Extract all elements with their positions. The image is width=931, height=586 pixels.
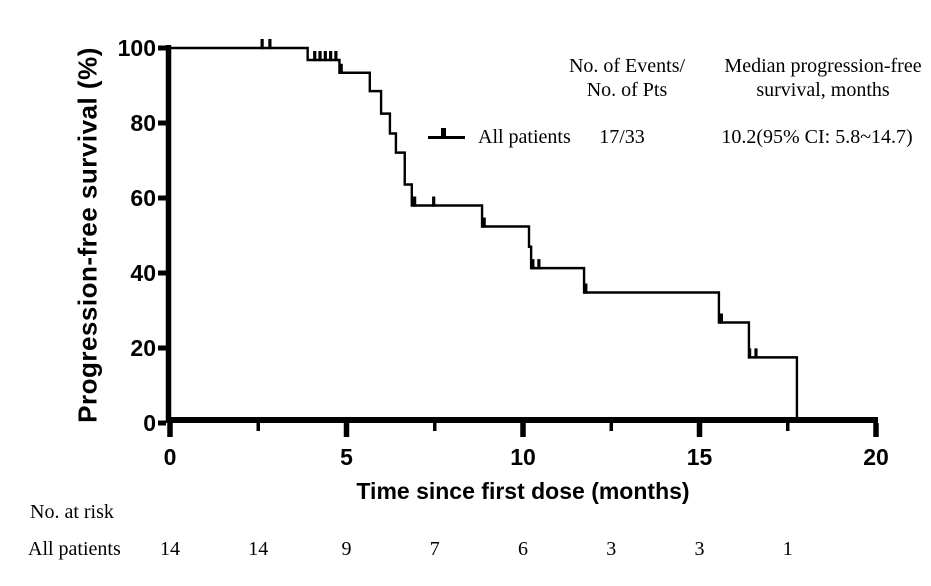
- x-tick-label: 10: [510, 444, 536, 470]
- x-tick-label: 5: [340, 444, 353, 470]
- y-tick-label: 40: [130, 260, 156, 286]
- y-tick-label: 60: [130, 185, 156, 211]
- x-tick-label: 20: [863, 444, 889, 470]
- censor-tick-legend-symbol: [441, 128, 446, 138]
- x-axis-title: Time since first dose (months): [356, 478, 690, 504]
- risk-table-title: No. at risk: [30, 501, 114, 523]
- risk-count: 3: [606, 538, 617, 560]
- legend-median-value: 10.2(95% CI: 5.8~14.7): [721, 126, 913, 148]
- y-tick-label: 100: [117, 35, 156, 61]
- risk-count: 9: [341, 538, 352, 560]
- risk-count: 1: [782, 538, 793, 560]
- y-axis-title: Progression-free survival (%): [72, 47, 103, 423]
- risk-row-label: All patients: [28, 538, 121, 560]
- legend-header-events-line2: No. of Pts: [586, 79, 668, 101]
- km-curve-legend-symbol: [428, 136, 465, 139]
- y-tick-label: 80: [130, 110, 156, 136]
- risk-count: 7: [429, 538, 440, 560]
- legend-header-median-line2: survival, months: [756, 79, 890, 101]
- x-tick-label: 15: [686, 444, 713, 470]
- legend-events-value: 17/33: [599, 126, 645, 148]
- legend-series-label: All patients: [478, 126, 571, 148]
- y-tick-label: 20: [130, 335, 156, 361]
- legend-header-events: No. of Events/ No. of Pts: [537, 54, 717, 102]
- legend-header-events-line1: No. of Events/: [568, 55, 686, 77]
- risk-count: 14: [248, 538, 269, 560]
- km-curve: [168, 46, 799, 423]
- risk-count: 3: [694, 538, 705, 560]
- risk-count: 14: [160, 538, 180, 560]
- legend-header-median: Median progression-free survival, months: [713, 54, 931, 102]
- legend-header-median-line1: Median progression-free: [724, 55, 922, 77]
- risk-count: 6: [518, 538, 528, 560]
- x-tick-label: 0: [163, 444, 177, 470]
- y-tick-label: 0: [143, 410, 156, 436]
